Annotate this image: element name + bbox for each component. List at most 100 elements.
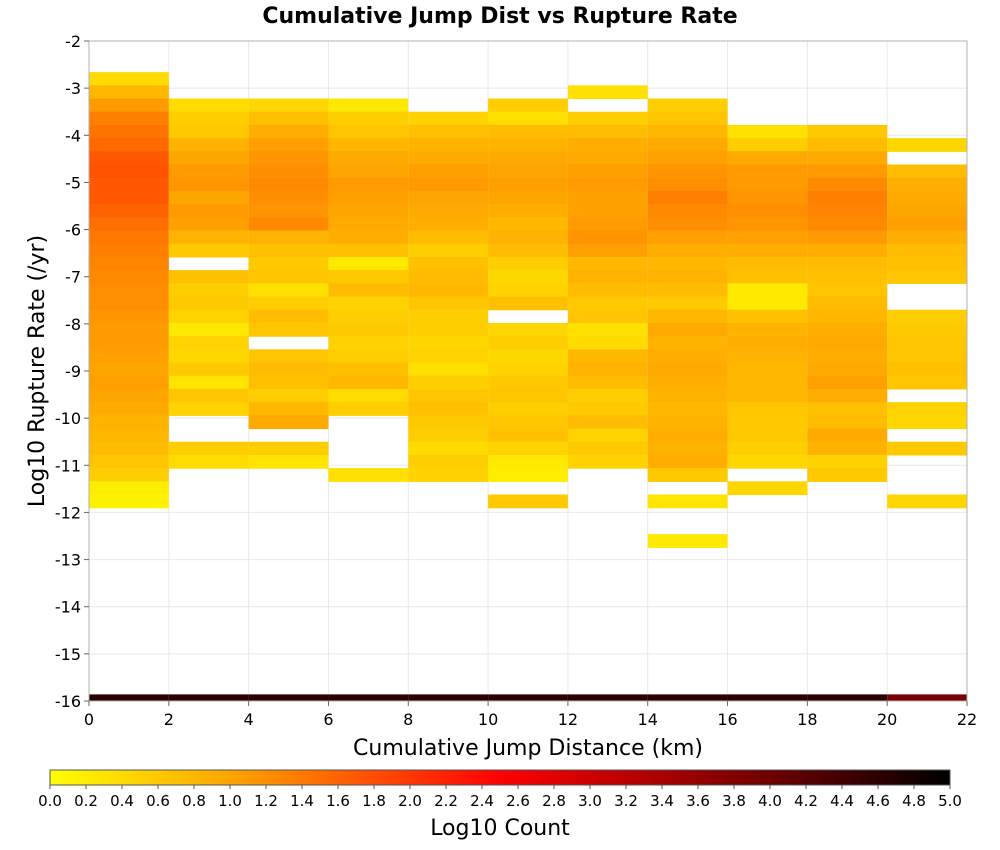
heatmap-cell: [488, 270, 568, 284]
heatmap-cell: [647, 534, 728, 548]
heatmap-cell: [89, 270, 169, 284]
heatmap-cell: [408, 468, 489, 482]
heatmap-cell: [807, 217, 888, 232]
heatmap-cell: [567, 388, 648, 403]
heatmap-cell: [887, 190, 967, 205]
heatmap-cell: [408, 124, 489, 139]
heatmap-cell: [727, 322, 808, 337]
heatmap-cell: [807, 454, 888, 469]
y-tick-label: -6: [65, 221, 81, 240]
heatmap-cell: [727, 230, 808, 245]
heatmap-cell: [647, 322, 728, 337]
heatmap-cell: [727, 124, 808, 139]
colorbar-tick-label: 1.8: [362, 792, 386, 810]
heatmap-cell: [727, 283, 808, 298]
heatmap-cell: [488, 190, 568, 205]
heatmap-cell: [887, 494, 967, 509]
heatmap-cell: [727, 402, 808, 416]
heatmap-cell: [168, 98, 249, 113]
heatmap-cell: [328, 177, 409, 192]
heatmap-cell: [807, 415, 888, 430]
heatmap-cell: [647, 388, 728, 403]
heatmap-cell: [248, 124, 329, 139]
x-tick-label: 0: [84, 710, 94, 729]
heatmap-cell: [488, 204, 568, 218]
heatmap-cell: [248, 98, 329, 113]
heatmap-cell: [248, 270, 329, 284]
heatmap-cell: [248, 217, 329, 232]
heatmap-cell: [248, 415, 329, 430]
heatmap-cell-bottom: [168, 694, 249, 701]
heatmap-cell: [488, 402, 568, 416]
x-tick-label: 14: [638, 710, 658, 729]
heatmap-cell: [89, 243, 169, 258]
heatmap-cell: [807, 322, 888, 337]
heatmap-cell: [248, 296, 329, 311]
x-tick-label: 10: [478, 710, 498, 729]
heatmap-cell: [807, 230, 888, 245]
heatmap-cell: [488, 124, 568, 139]
heatmap-cell: [807, 388, 888, 403]
heatmap-cell: [727, 256, 808, 271]
colorbar-tick-label: 0.8: [182, 792, 206, 810]
heatmap-cell: [647, 349, 728, 364]
colorbar-tick-label: 2.2: [434, 792, 458, 810]
heatmap-cell: [168, 322, 249, 337]
heatmap-cell: [887, 177, 967, 192]
heatmap-cell: [408, 296, 489, 311]
heatmap-cell: [328, 98, 409, 113]
heatmap-cell: [887, 230, 967, 245]
heatmap-cell: [408, 190, 489, 205]
colorbar-tick-label: 2.0: [398, 792, 422, 810]
heatmap-cell: [567, 336, 648, 350]
heatmap-cell: [807, 402, 888, 416]
heatmap-cell: [89, 309, 169, 324]
heatmap-cell: [408, 362, 489, 377]
heatmap-cell: [807, 296, 888, 311]
colorbar-tick-label: 3.0: [578, 792, 602, 810]
heatmap-cell: [887, 336, 967, 350]
heatmap-cell: [647, 270, 728, 284]
heatmap-cell: [168, 283, 249, 298]
heatmap-cell: [168, 177, 249, 192]
heatmap-cell: [567, 177, 648, 192]
x-tick-label: 20: [877, 710, 897, 729]
heatmap-cell: [328, 468, 409, 482]
heatmap-cell: [807, 138, 888, 152]
x-tick-label: 22: [957, 710, 977, 729]
heatmap-cell: [488, 454, 568, 469]
heatmap-cell: [807, 428, 888, 443]
heatmap-cell: [168, 204, 249, 218]
heatmap-cell: [408, 428, 489, 443]
heatmap-cell: [328, 138, 409, 152]
heatmap-cell: [567, 349, 648, 364]
heatmap-cell-bottom: [647, 694, 728, 701]
heatmap-cell: [488, 98, 568, 113]
heatmap-cell: [887, 441, 967, 456]
heatmap-cell: [488, 164, 568, 179]
heatmap-cell-bottom: [89, 694, 169, 701]
heatmap-cell: [89, 428, 169, 443]
heatmap-cell: [488, 441, 568, 456]
heatmap-cell: [168, 402, 249, 416]
heatmap-cell: [168, 362, 249, 377]
heatmap-cell: [408, 111, 489, 126]
heatmap-cell: [328, 322, 409, 337]
heatmap-cell: [408, 204, 489, 218]
heatmap-cell: [408, 283, 489, 298]
heatmap-cell: [328, 217, 409, 232]
y-tick-label: -10: [55, 409, 81, 428]
heatmap-cell: [328, 283, 409, 298]
heatmap-cell: [408, 217, 489, 232]
heatmap-cell: [567, 243, 648, 258]
heatmap-cell: [727, 177, 808, 192]
heatmap-cell: [567, 296, 648, 311]
heatmap-cell: [647, 362, 728, 377]
colorbar-tick-label: 2.8: [542, 792, 566, 810]
heatmap-cell: [567, 204, 648, 218]
heatmap-cell: [89, 164, 169, 179]
heatmap-cell: [488, 138, 568, 152]
heatmap-cell: [168, 336, 249, 350]
y-tick-label: -9: [65, 362, 81, 381]
heatmap-cell: [647, 494, 728, 509]
